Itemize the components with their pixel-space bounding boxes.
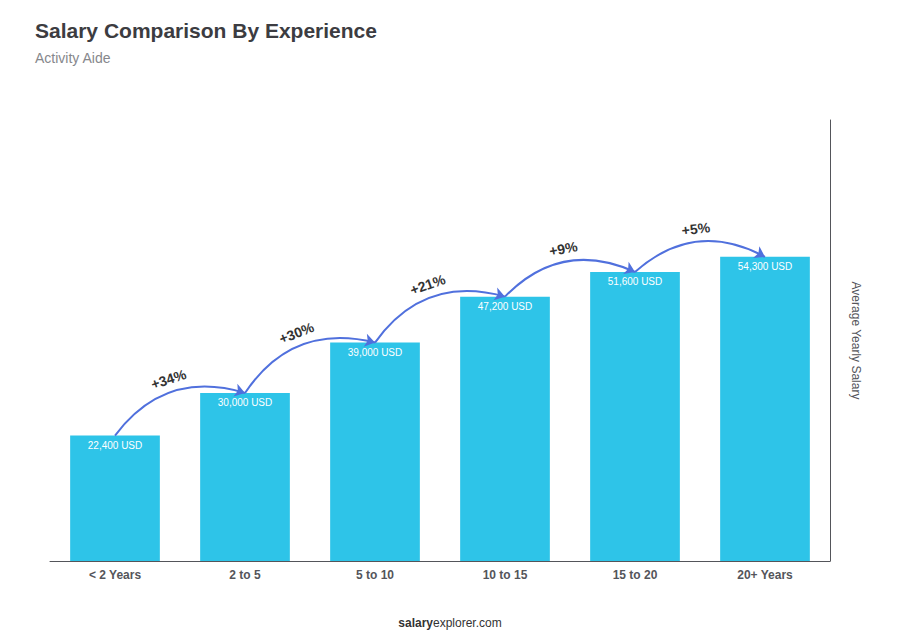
svg-text:Salary Comparison By Experienc: Salary Comparison By Experience xyxy=(35,19,377,42)
svg-text:+9%: +9% xyxy=(548,238,579,259)
svg-text:54,300 USD: 54,300 USD xyxy=(738,261,792,272)
svg-text:+21%: +21% xyxy=(408,271,448,298)
svg-text:+5%: +5% xyxy=(681,219,712,238)
svg-text:10 to 15: 10 to 15 xyxy=(483,568,528,582)
svg-text:22,400 USD: 22,400 USD xyxy=(88,440,142,451)
svg-text:47,200 USD: 47,200 USD xyxy=(478,301,532,312)
svg-text:explorer.com: explorer.com xyxy=(433,616,502,630)
svg-text:30,000 USD: 30,000 USD xyxy=(218,397,272,408)
svg-text:5 to 10: 5 to 10 xyxy=(356,568,394,582)
svg-text:2 to 5: 2 to 5 xyxy=(229,568,261,582)
svg-text:39,000 USD: 39,000 USD xyxy=(348,347,402,358)
svg-text:20+ Years: 20+ Years xyxy=(737,568,793,582)
svg-text:< 2 Years: < 2 Years xyxy=(89,568,141,582)
svg-text:+30%: +30% xyxy=(277,319,317,347)
svg-text:salary: salary xyxy=(398,616,433,630)
svg-text:Average Yearly Salary: Average Yearly Salary xyxy=(849,282,863,400)
svg-text:+34%: +34% xyxy=(149,366,189,393)
svg-text:15 to 20: 15 to 20 xyxy=(613,568,658,582)
svg-text:51,600 USD: 51,600 USD xyxy=(608,276,662,287)
svg-text:Activity Aide: Activity Aide xyxy=(35,50,111,66)
